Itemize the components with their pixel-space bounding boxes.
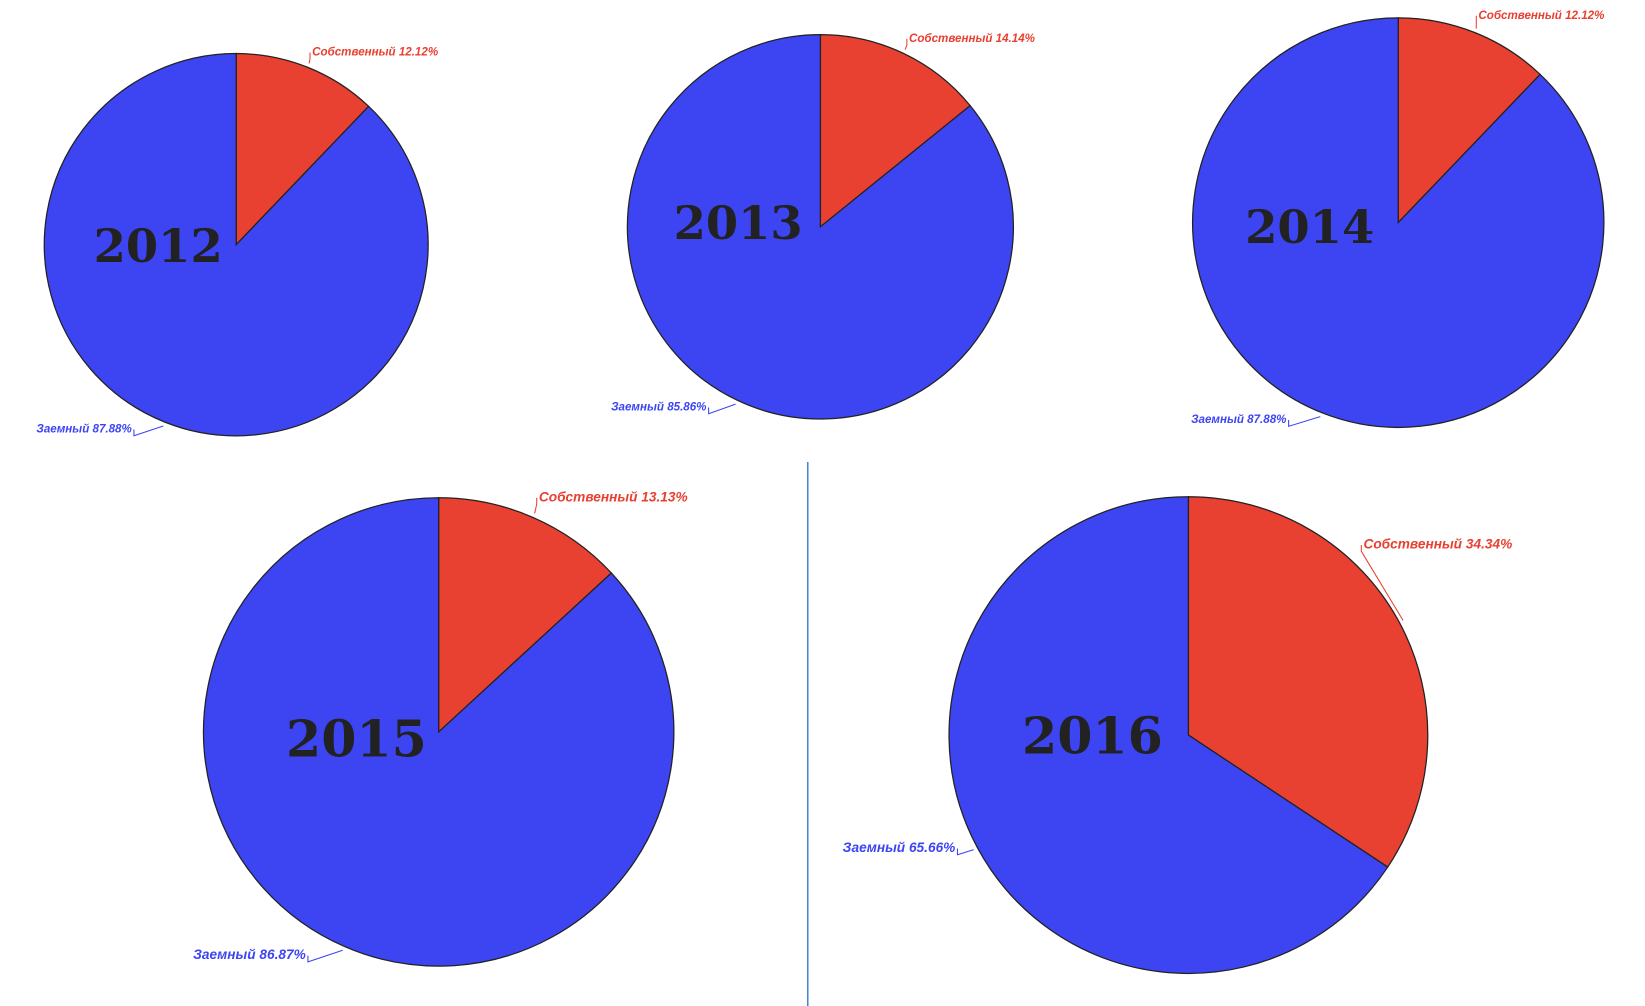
leader-line [956,848,974,856]
pie-slice [948,496,1389,975]
slice-label: Заемный 85.86% [611,402,706,414]
leader-line [708,403,736,415]
slice-label: Собственный 12.12% [1478,10,1604,22]
chart-title: 2013 [674,196,803,250]
pie-slice [438,497,613,734]
chart-title: 2012 [94,219,223,273]
leader-line [1288,416,1321,428]
leader-line [133,425,164,437]
slice-label: Собственный 14.14% [909,33,1035,45]
leader-line [904,38,908,50]
leader-line [1360,545,1404,621]
chart-title: 2015 [286,710,427,769]
pie-slice [202,497,675,967]
leader-line [307,949,343,963]
pie-slice [819,34,972,229]
chart-title: 2014 [1245,200,1374,254]
pie-slice [43,52,429,437]
pie-slice [626,34,1014,420]
slice-label: Заемный 87.88% [1191,414,1286,426]
pie-slice [235,52,370,247]
pie-slice [1397,17,1542,225]
slice-label: Собственный 34.34% [1363,537,1512,552]
leader-line [534,497,538,514]
leader-line [308,52,311,64]
pie-slice [1191,17,1605,429]
slice-label: Собственный 13.13% [539,489,688,504]
chart-title: 2016 [1022,706,1163,765]
slice-label: Заемный 65.66% [843,840,956,855]
slice-label: Заемный 87.88% [36,424,131,436]
slice-label: Заемный 86.87% [193,947,306,962]
slice-label: Собственный 12.12% [312,47,438,59]
